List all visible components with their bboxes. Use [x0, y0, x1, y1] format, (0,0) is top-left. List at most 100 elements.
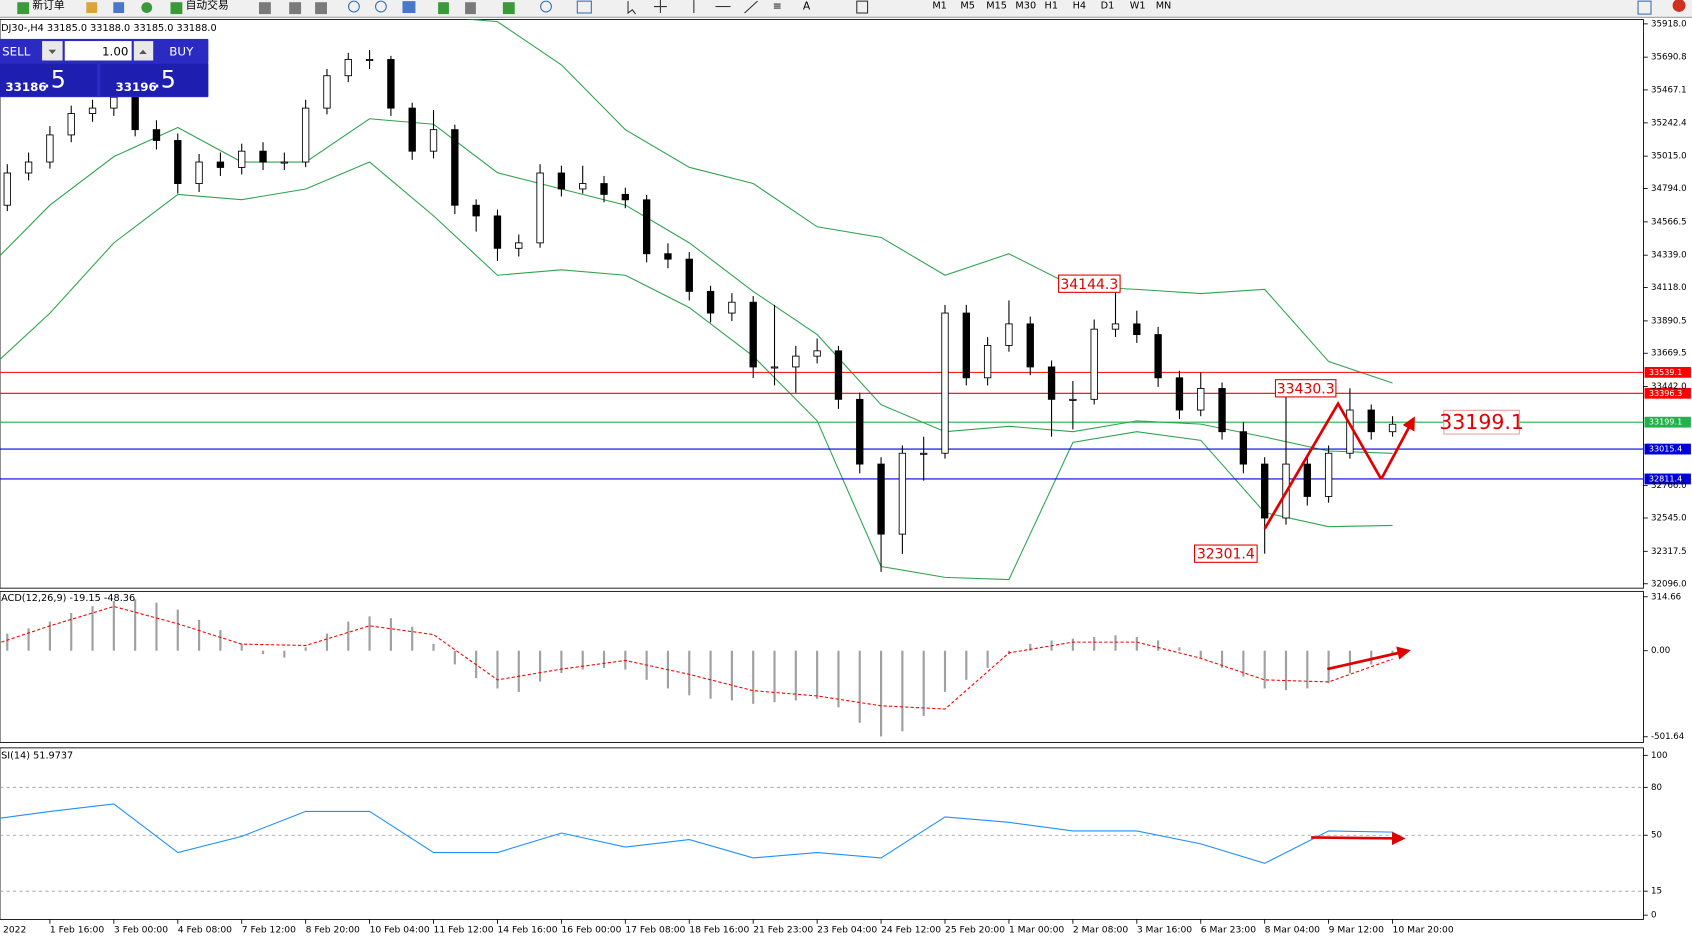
buy-button[interactable]	[156, 39, 209, 62]
y-tick-label: 34339.0	[1651, 251, 1687, 261]
bid-price[interactable]: 33186	[5, 80, 46, 94]
timeframe[interactable]: M30	[1015, 0, 1036, 11]
tool-icon[interactable]	[141, 2, 153, 14]
x-tick-label: 9 Mar 12:00	[1329, 925, 1384, 936]
price-annotation: 33430.3	[1277, 381, 1335, 397]
y-tick-label: 35690.8	[1651, 53, 1687, 63]
x-tick-label: 25 Feb 20:00	[945, 925, 1005, 936]
timeframe[interactable]: M15	[986, 0, 1007, 11]
candle-body	[46, 134, 54, 163]
x-tick-label: 1 Feb 16:00	[50, 925, 104, 936]
rsi-header: SI(14) 51.9737	[1, 750, 73, 761]
x-tick-label: 8 Feb 20:00	[306, 925, 360, 936]
timeframe[interactable]: D1	[1101, 0, 1115, 11]
candle-body	[24, 161, 33, 174]
candle-body	[536, 172, 544, 244]
auto-trading-icon[interactable]	[170, 2, 183, 15]
bid-tail[interactable]: .5	[43, 65, 66, 93]
y-tick-label: 33442.0	[1651, 382, 1687, 392]
ask-box[interactable]	[100, 63, 209, 97]
candle-body	[88, 107, 97, 114]
buy-label[interactable]: BUY	[169, 44, 194, 58]
candle-body	[706, 290, 715, 314]
indicators[interactable]	[502, 2, 515, 15]
timeframe[interactable]: W1	[1130, 0, 1146, 11]
new-order[interactable]: 新订单	[32, 0, 65, 11]
candle-body	[941, 312, 949, 454]
candle-body	[408, 107, 416, 152]
tool-icon[interactable]	[113, 2, 125, 14]
bid-box[interactable]	[0, 63, 98, 97]
candle-body	[557, 172, 566, 190]
candle-body	[131, 96, 139, 131]
y-tick-label: 32545.0	[1651, 513, 1687, 523]
tool-icon[interactable]: ≡	[773, 0, 782, 13]
tool-icon[interactable]	[856, 0, 869, 14]
candle-body	[1111, 323, 1120, 330]
price-annotation-box	[1058, 274, 1121, 293]
timeframe[interactable]: MN	[1156, 0, 1172, 11]
x-tick-label: 24 Feb 12:00	[881, 925, 941, 936]
candle-body	[67, 113, 75, 136]
zoom-in[interactable]	[348, 0, 360, 13]
timeframe[interactable]: H1	[1045, 0, 1058, 11]
auto-trading[interactable]: 自动交易	[186, 0, 229, 11]
level-tag	[1644, 416, 1691, 428]
tool-icon[interactable]	[465, 2, 476, 15]
sell-button[interactable]	[0, 39, 39, 62]
tool-icon[interactable]: A	[803, 0, 811, 13]
sell-label[interactable]: SELL	[2, 44, 31, 58]
x-tick-label: 7 Feb 12:00	[242, 925, 296, 936]
ask-tail[interactable]: .5	[153, 65, 176, 93]
trendline[interactable]	[744, 0, 758, 14]
timeframe[interactable]: H4	[1073, 0, 1086, 11]
zoom-out[interactable]	[374, 0, 387, 13]
arrow-icon	[139, 49, 147, 55]
lots-field[interactable]	[64, 41, 132, 61]
candle-body	[1346, 409, 1354, 454]
y-tick-label: 34794.0	[1651, 184, 1687, 194]
tool-icon[interactable]	[315, 2, 327, 15]
tool-icon[interactable]	[86, 2, 98, 14]
periods[interactable]	[540, 0, 552, 13]
candle-body	[920, 452, 928, 455]
new-order-icon[interactable]	[17, 2, 30, 15]
candle-body	[280, 161, 289, 164]
x-tick-label: 14 Feb 16:00	[497, 925, 557, 936]
level-label: 33015.4	[1649, 444, 1682, 454]
x-tick-label: 10 Mar 20:00	[1393, 925, 1454, 936]
candle-body	[685, 258, 693, 292]
candle-body	[365, 59, 374, 61]
candle-body	[1239, 431, 1248, 465]
candle-body	[259, 150, 267, 163]
macd-plot	[0, 599, 1394, 737]
level-tag	[1644, 443, 1691, 455]
candle-body	[856, 398, 864, 465]
candle-body	[728, 301, 736, 314]
templates[interactable]	[576, 0, 592, 14]
timeframe[interactable]: M5	[960, 0, 975, 11]
bollinger-band	[464, 19, 1393, 384]
ask-price[interactable]: 33196	[115, 80, 156, 94]
price-annotation: 32301.4	[1197, 547, 1255, 563]
candle-body	[621, 193, 629, 201]
y-tick-label: 34566.5	[1651, 217, 1687, 227]
rsi-frame	[0, 747, 1644, 920]
search[interactable]	[1637, 0, 1652, 15]
y-tick-label: 35467.1	[1651, 85, 1687, 95]
x-tick-label: 6 Mar 23:00	[1201, 925, 1256, 936]
tool-icon[interactable]	[438, 2, 449, 15]
crosshair[interactable]	[653, 0, 667, 14]
price-annotation: 34144.3	[1060, 277, 1118, 293]
price-annotation-box	[1274, 379, 1337, 398]
timeframe[interactable]: M1	[932, 0, 947, 11]
y-tick-label: 32096.0	[1651, 579, 1687, 589]
tool-icon[interactable]	[289, 2, 302, 15]
candle-body	[792, 355, 800, 368]
notification[interactable]	[1672, 0, 1686, 12]
cursor[interactable]	[627, 1, 637, 15]
tool-icon[interactable]	[258, 2, 271, 15]
lots-value[interactable]: 1.00	[102, 44, 128, 58]
candle-body	[152, 129, 161, 141]
tool-icon[interactable]	[402, 1, 416, 14]
